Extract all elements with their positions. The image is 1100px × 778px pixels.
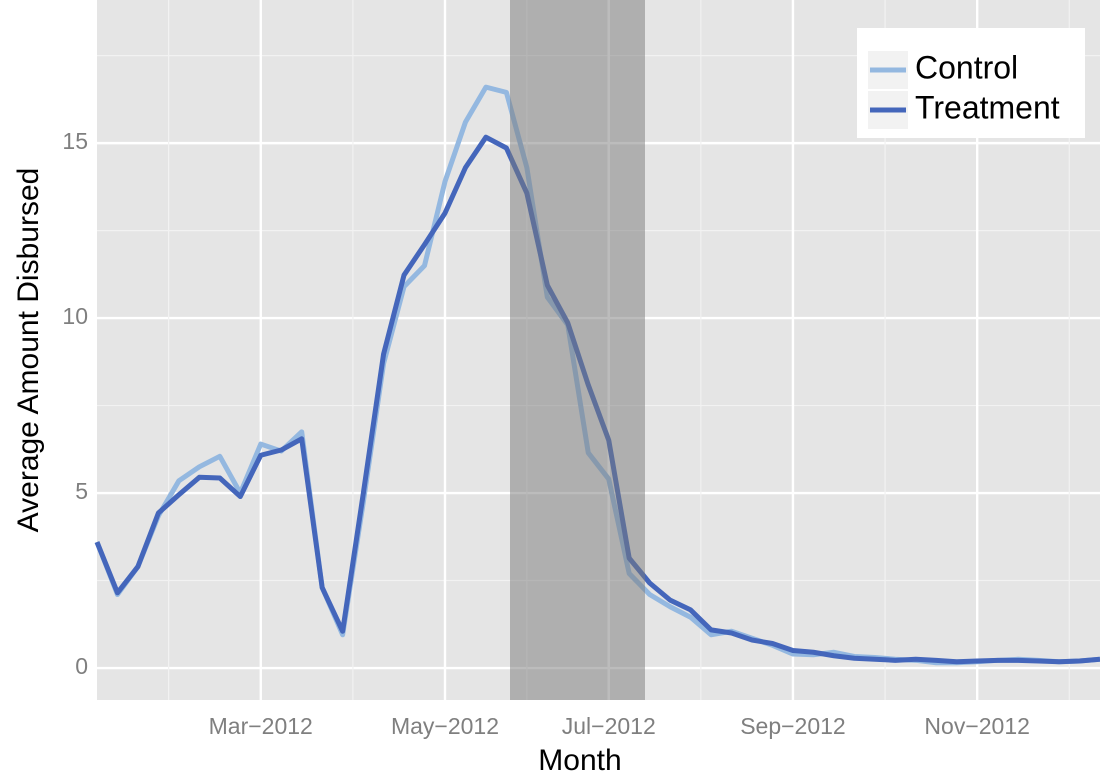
- legend: Control Treatment: [857, 28, 1085, 138]
- labels: 0 5 10 15 Mar−2012 May−2012 Jul−2012 Sep−2012 No…: [62, 128, 1030, 739]
- x-tick-label: Jul−2012: [562, 713, 656, 739]
- x-tick-label: Mar−2012: [209, 713, 313, 739]
- x-axis-title: Month: [538, 744, 621, 777]
- legend-label: Control: [915, 49, 1018, 85]
- x-tick-label: Sep−2012: [740, 713, 846, 739]
- legend-label: Treatment: [915, 89, 1060, 125]
- highlight-period: [510, 0, 645, 700]
- y-axis-title: Average Amount Disbursed: [12, 168, 45, 533]
- y-tick-label: 0: [75, 653, 88, 679]
- x-tick-label: Nov−2012: [924, 713, 1030, 739]
- y-tick-label: 10: [62, 303, 88, 329]
- x-tick-label: May−2012: [391, 713, 499, 739]
- y-tick-label: 5: [75, 478, 88, 504]
- y-tick-label: 15: [62, 128, 88, 154]
